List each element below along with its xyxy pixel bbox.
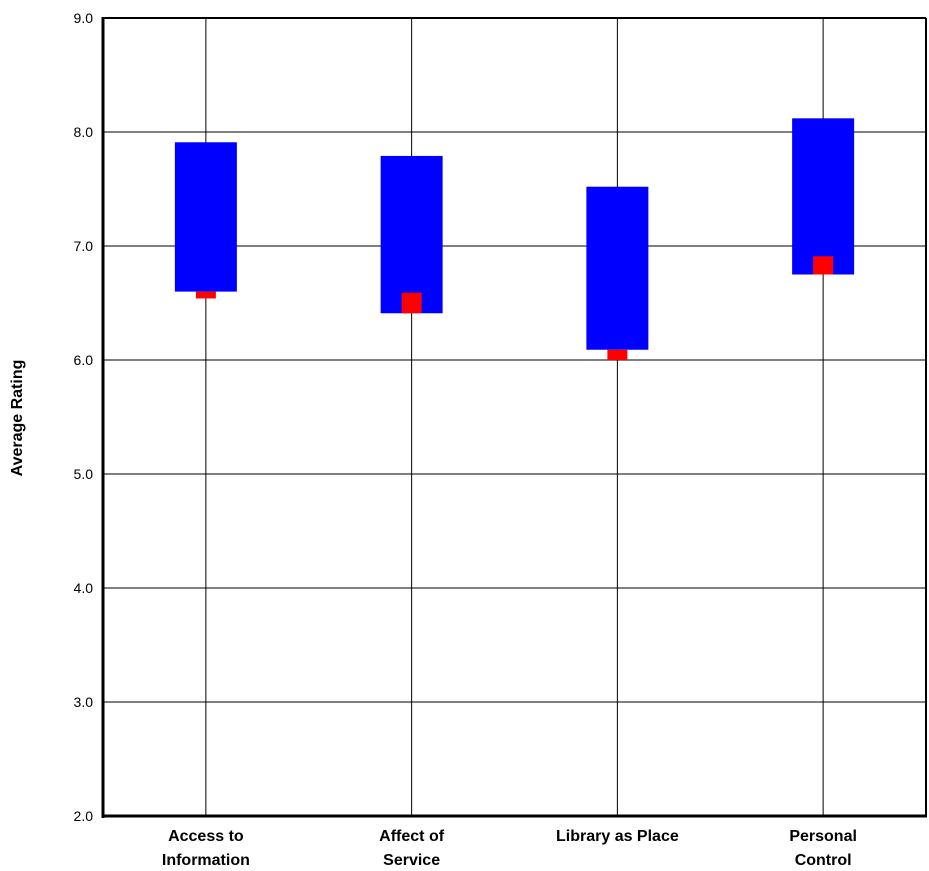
range-bar — [380, 155, 443, 314]
y-tick-label: 8.0 — [74, 124, 94, 140]
y-axis-title: Average Rating — [9, 360, 26, 477]
y-tick-labels: 2.0 3.0 4.0 5.0 6.0 7.0 8.0 9.0 — [74, 10, 94, 824]
x-category-label: Information — [162, 852, 250, 869]
marker-bar — [813, 256, 834, 275]
marker-bars — [195, 256, 834, 360]
x-category-labels: Access to Information Affect of Service Libr… — [162, 828, 857, 869]
marker-bar — [607, 349, 628, 360]
y-tick-label: 9.0 — [74, 10, 94, 26]
x-category-label: Library as Place — [556, 828, 679, 845]
x-category-label: Access to — [168, 828, 244, 845]
x-category-label: Affect of — [379, 828, 445, 845]
range-bars — [174, 118, 855, 350]
y-tick-label: 7.0 — [74, 238, 94, 254]
y-tick-label: 6.0 — [74, 352, 94, 368]
x-category-label: Personal — [789, 828, 857, 845]
y-tick-label: 2.0 — [74, 808, 94, 824]
range-bar — [586, 186, 649, 350]
y-tick-label: 3.0 — [74, 694, 94, 710]
marker-bar — [401, 292, 422, 314]
y-tick-label: 5.0 — [74, 466, 94, 482]
range-bar — [792, 118, 855, 275]
y-tick-label: 4.0 — [74, 580, 94, 596]
x-category-label: Control — [795, 852, 852, 869]
range-bar — [174, 142, 237, 292]
marker-bar — [195, 291, 216, 299]
axes — [101, 17, 927, 818]
x-category-label: Service — [383, 852, 440, 869]
